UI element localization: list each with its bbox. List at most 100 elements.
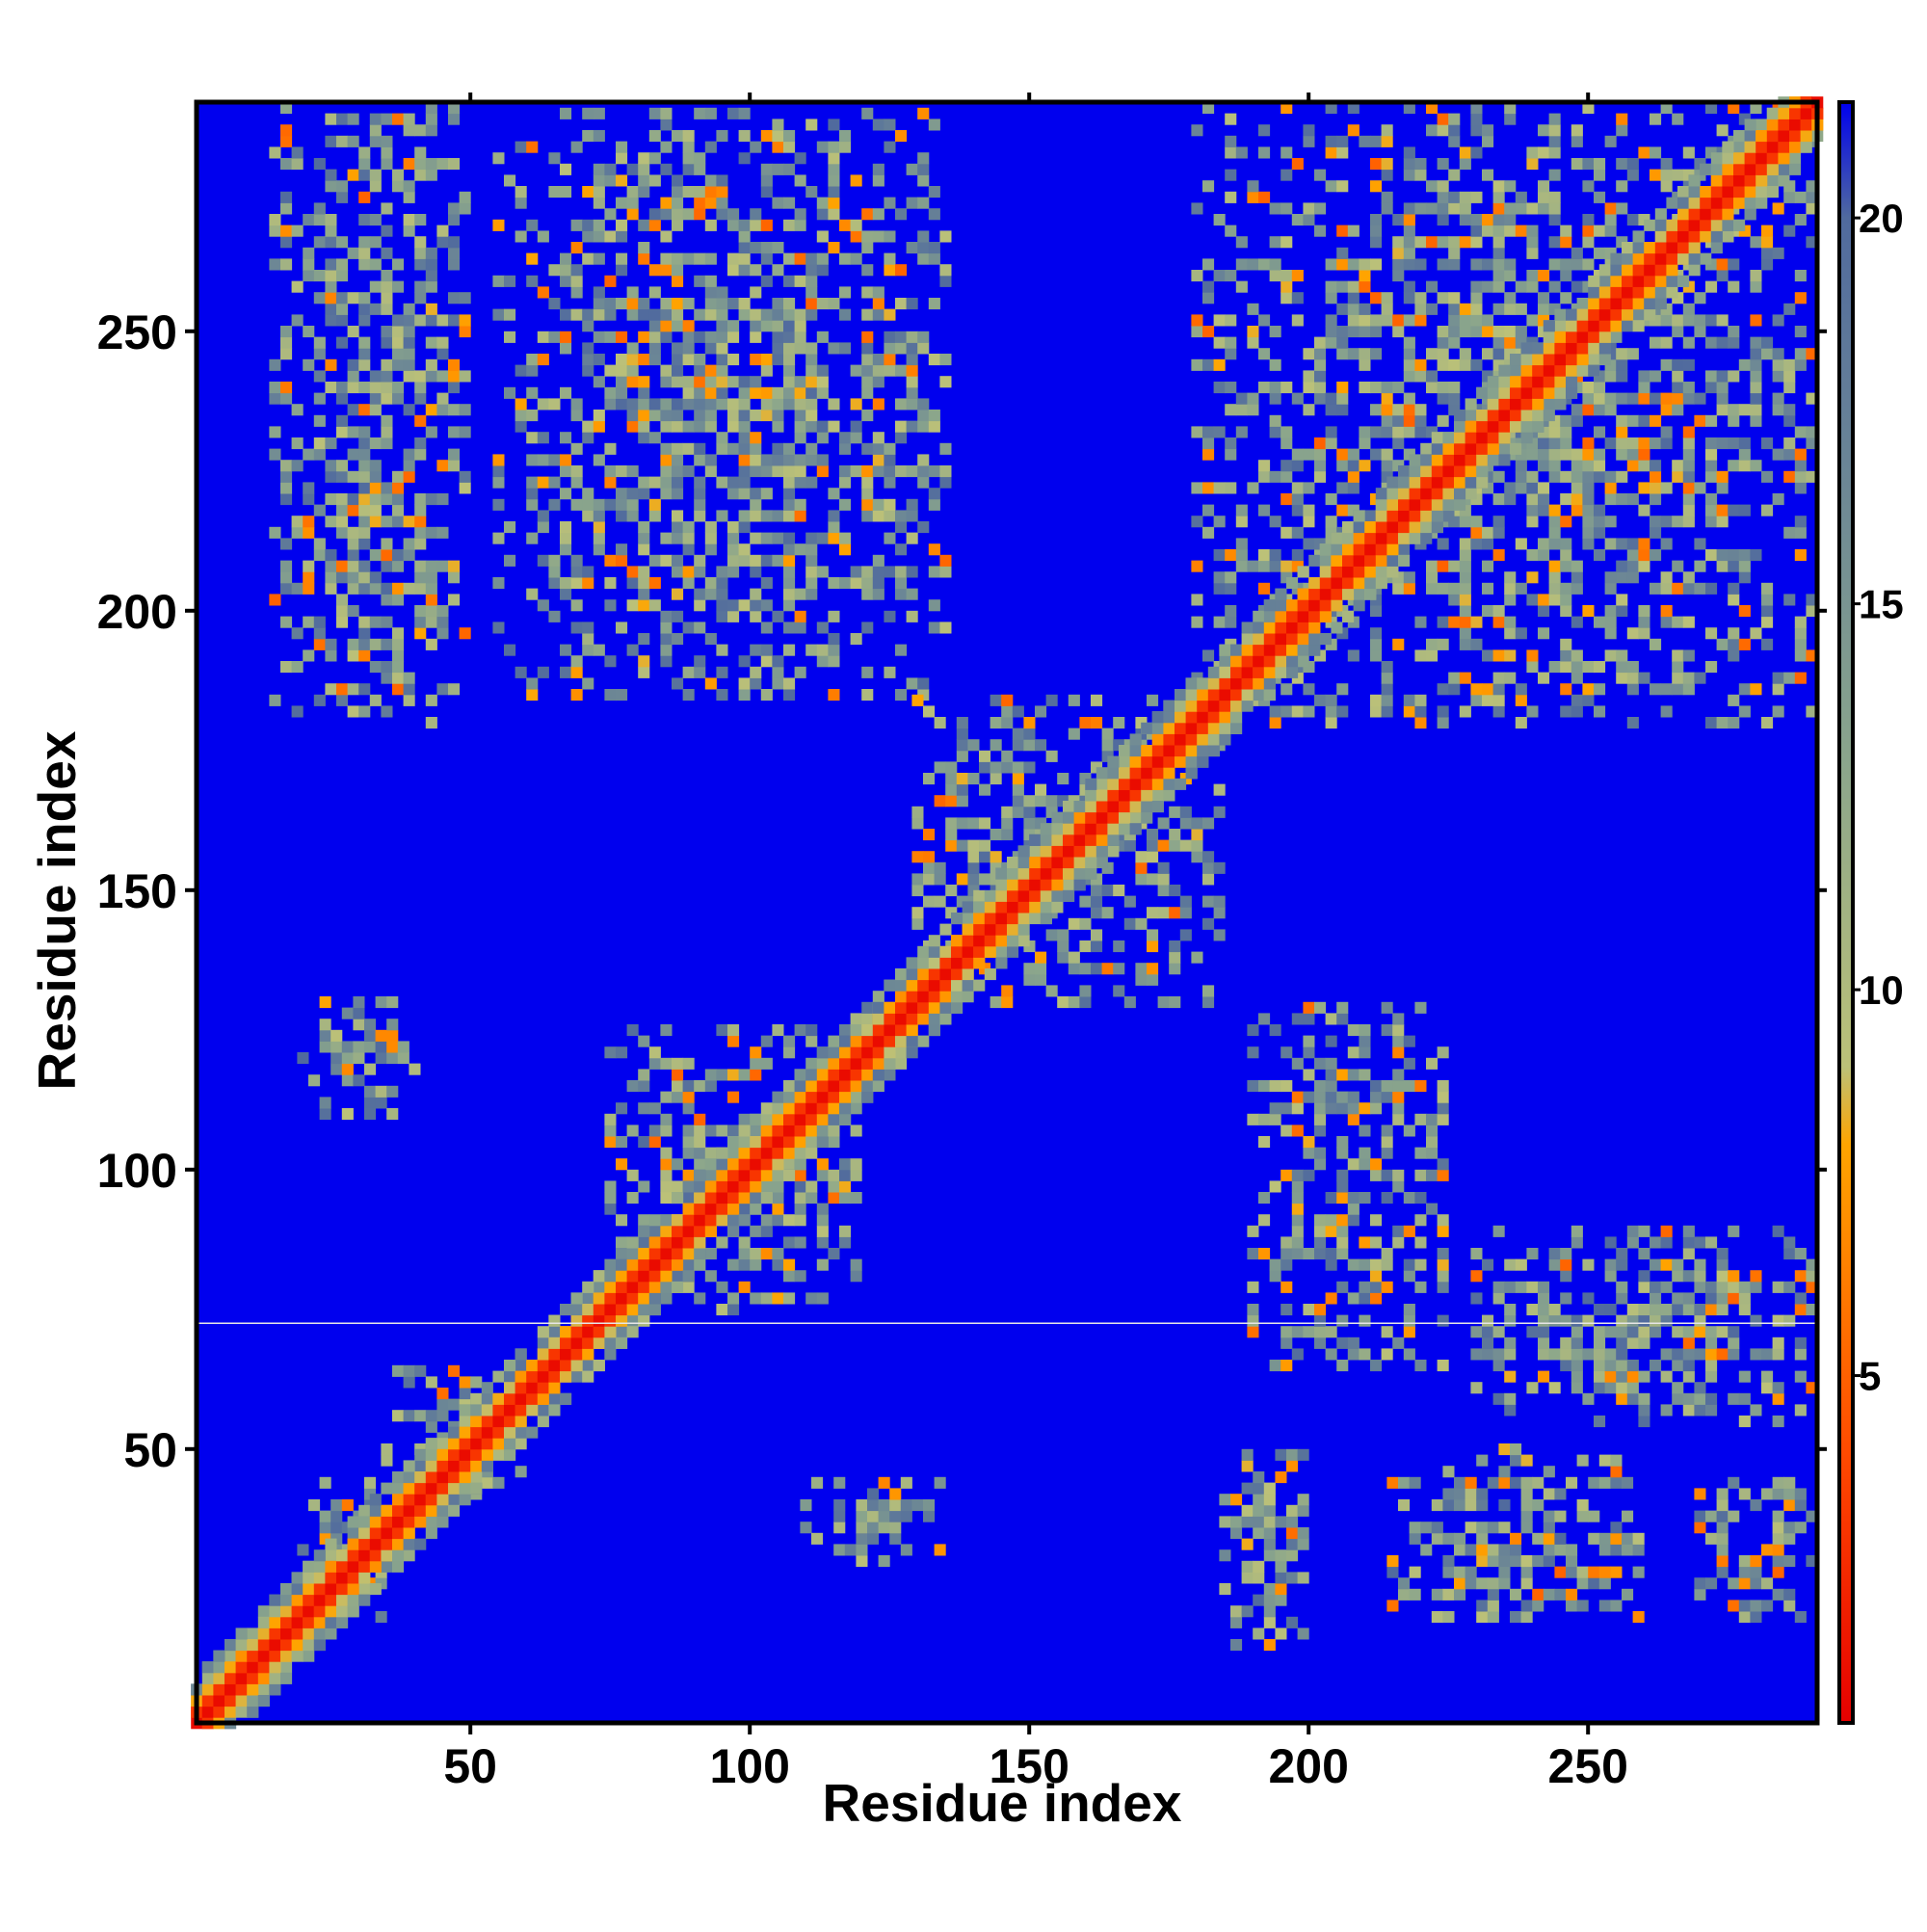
diagonal-cell [616, 1337, 628, 1349]
diagonal-cell [928, 1013, 940, 1025]
contact-cell [1750, 414, 1762, 427]
contact-cell [1750, 1555, 1762, 1568]
contact-cell [1442, 1566, 1455, 1578]
contact-cell [1738, 1370, 1751, 1383]
contact-cell [537, 454, 549, 466]
contact-cell [648, 308, 661, 321]
contact-cell [1336, 303, 1349, 315]
contact-cell [738, 1248, 751, 1260]
contact-cell [872, 577, 884, 590]
diagonal-cell [481, 1404, 493, 1416]
contact-cell [1286, 1516, 1299, 1528]
contact-cell [800, 1499, 812, 1512]
contact-cell [694, 622, 706, 634]
contact-cell [811, 1532, 824, 1545]
contact-cell [1314, 694, 1327, 706]
contact-cell [1538, 1337, 1550, 1349]
contact-cell [1616, 1360, 1628, 1372]
contact-cell [672, 454, 684, 466]
contact-cell [1566, 1544, 1578, 1556]
contact-cell [593, 420, 605, 433]
contact-cell [448, 560, 461, 572]
diagonal-cell [704, 1214, 717, 1227]
contact-cell [347, 326, 359, 338]
contact-cell [448, 358, 461, 371]
contact-cell [1280, 526, 1293, 539]
contact-cell [1548, 516, 1561, 528]
contact-cell [672, 275, 684, 287]
contact-cell [1023, 739, 1036, 752]
contact-cell [1045, 929, 1058, 941]
diagonal-cell [738, 1136, 751, 1149]
contact-cell [704, 364, 717, 377]
contact-cell [1147, 851, 1159, 863]
diagonal-cell [470, 1416, 483, 1428]
contact-cell [704, 286, 717, 299]
contact-cell [1554, 1588, 1567, 1601]
contact-cell [369, 504, 382, 516]
contact-cell [1610, 1544, 1623, 1556]
contact-cell [1582, 214, 1595, 226]
contact-cell [1213, 895, 1226, 908]
contact-cell [1420, 1544, 1433, 1556]
contact-cell [325, 560, 337, 572]
contact-cell [694, 498, 706, 511]
contact-cell [548, 454, 561, 466]
contact-cell [1359, 135, 1371, 147]
contact-cell [682, 1136, 695, 1149]
contact-cell [313, 437, 326, 450]
contact-cell [1548, 1382, 1561, 1394]
contact-cell [353, 1007, 365, 1019]
contact-cell [1638, 437, 1650, 450]
contact-cell [526, 488, 539, 500]
contact-cell [805, 308, 818, 321]
contact-cell [856, 1522, 868, 1534]
contact-cell [392, 683, 405, 696]
contact-cell [1269, 516, 1281, 528]
contact-cell [330, 1499, 343, 1512]
contact-cell [738, 521, 751, 534]
contact-cell [694, 331, 706, 343]
contact-cell [750, 141, 762, 153]
contact-cell [1465, 1544, 1477, 1556]
contact-cell [1291, 314, 1304, 327]
contact-cell [1280, 270, 1293, 282]
contact-cell [1370, 158, 1383, 171]
contact-cell [1230, 1605, 1243, 1618]
contact-cell [593, 521, 605, 534]
contact-cell [1023, 717, 1036, 729]
contact-cell [1548, 191, 1561, 203]
contact-cell [358, 538, 371, 550]
contact-cell [1548, 526, 1561, 539]
contact-cell [1761, 1600, 1774, 1612]
diagonal-cell [403, 1538, 415, 1550]
contact-cell [1303, 370, 1315, 383]
contact-cell [772, 554, 784, 567]
contact-cell [1638, 146, 1650, 159]
diagonal-cell [704, 1225, 717, 1237]
contact-cell [794, 410, 806, 422]
diagonal-cell [481, 1416, 493, 1428]
contact-cell [1448, 358, 1461, 371]
contact-cell [956, 795, 968, 807]
contact-cell [560, 543, 572, 556]
contact-cell [593, 498, 605, 511]
contact-cell [1526, 482, 1539, 494]
contact-cell [917, 197, 930, 209]
diagonal-cell [828, 1057, 840, 1070]
contact-cell [1560, 1360, 1572, 1372]
contact-cell [604, 1203, 617, 1215]
diagonal-cell [928, 979, 940, 992]
contact-cell [1269, 1270, 1281, 1283]
diagonal-cell [694, 1203, 706, 1215]
contact-cell [1420, 1522, 1433, 1534]
contact-cell [638, 432, 650, 444]
contact-cell [750, 1069, 762, 1081]
contact-cell [616, 376, 628, 388]
contact-cell [828, 163, 840, 175]
contact-cell [1381, 683, 1393, 696]
contact-cell [911, 806, 924, 818]
contact-cell [616, 1214, 628, 1227]
contact-cell [1235, 258, 1248, 271]
contact-cell [694, 308, 706, 321]
